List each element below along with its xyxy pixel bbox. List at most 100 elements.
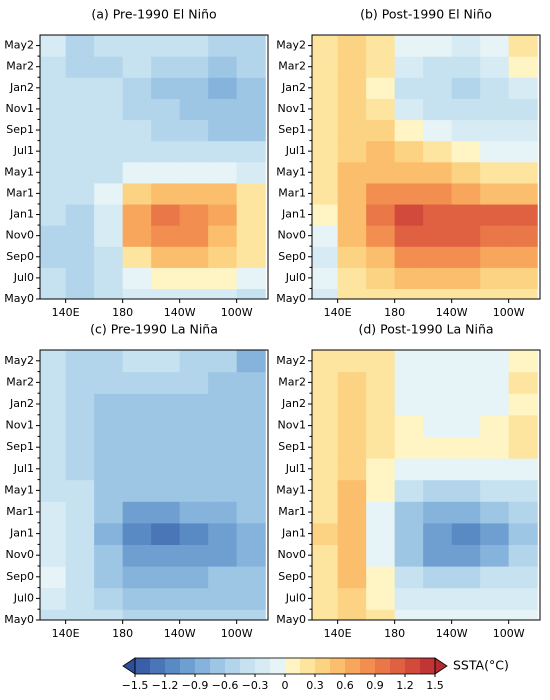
cell — [94, 371, 124, 394]
cell — [312, 566, 339, 589]
cell — [337, 98, 367, 121]
cell — [65, 225, 95, 247]
cell — [366, 267, 396, 290]
cell — [40, 288, 67, 299]
colorbar-segment — [255, 658, 271, 674]
cell — [366, 98, 396, 121]
colorbar-tick-label: 1.2 — [396, 679, 414, 692]
cell — [394, 414, 424, 437]
field — [40, 350, 266, 620]
cell — [337, 544, 367, 567]
cell — [480, 77, 510, 99]
cell — [451, 161, 481, 184]
cell — [151, 288, 181, 299]
y-tick-label: Jan1 — [281, 527, 306, 540]
cell — [366, 246, 396, 268]
cell — [65, 393, 95, 416]
y-tick-label: Jul0 — [13, 271, 34, 284]
y-tick-label: Mar2 — [6, 375, 34, 388]
cell — [394, 609, 424, 620]
cell — [480, 566, 510, 589]
y-tick-label: Jul1 — [285, 462, 306, 475]
cell — [40, 246, 67, 268]
cell — [179, 267, 209, 290]
cell — [312, 203, 339, 226]
cell — [122, 414, 152, 437]
cell — [423, 479, 453, 502]
cell — [94, 35, 124, 57]
cell — [451, 35, 481, 57]
cell — [94, 288, 124, 299]
cell — [94, 98, 124, 121]
cell — [40, 393, 67, 416]
cell — [208, 77, 238, 99]
cell — [480, 182, 510, 205]
cell — [480, 246, 510, 268]
cell — [122, 182, 152, 205]
cell — [423, 609, 453, 620]
cell — [122, 522, 152, 545]
y-tick-label: Nov1 — [6, 419, 34, 432]
cell — [151, 501, 181, 524]
cell — [394, 522, 424, 545]
cell — [312, 544, 339, 567]
cell — [508, 566, 538, 589]
cell — [236, 35, 266, 57]
cell — [208, 182, 238, 205]
cell — [65, 587, 95, 610]
y-tick-label: Mar1 — [278, 186, 306, 199]
cell — [337, 140, 367, 163]
cell — [451, 436, 481, 459]
y-tick-label: May0 — [4, 292, 34, 305]
cell — [394, 350, 424, 373]
cell — [366, 371, 396, 394]
cell — [122, 436, 152, 459]
cell — [65, 288, 95, 299]
cell — [65, 182, 95, 205]
cell — [394, 161, 424, 184]
cell — [151, 414, 181, 437]
plot-frame — [311, 34, 541, 300]
cell — [94, 203, 124, 226]
cell — [312, 98, 339, 121]
cell — [423, 393, 453, 416]
cell — [40, 522, 67, 545]
cell — [451, 393, 481, 416]
colorbar-tick-label: −0.6 — [212, 679, 239, 692]
cell — [40, 182, 67, 205]
cell — [65, 77, 95, 99]
cell — [236, 267, 266, 290]
colorbar-label: SSTA(°C) — [453, 658, 509, 673]
cell — [208, 350, 238, 373]
cell — [40, 501, 67, 524]
x-tick-label: 100W — [221, 306, 253, 319]
cell — [423, 522, 453, 545]
cell — [508, 587, 538, 610]
colorbar-segment — [315, 658, 331, 674]
cell — [208, 267, 238, 290]
cell — [480, 288, 510, 299]
cell — [236, 98, 266, 121]
cell — [151, 140, 181, 163]
cell — [366, 119, 396, 142]
x-tick-label: 100W — [493, 306, 525, 319]
cell — [179, 566, 209, 589]
cell — [480, 436, 510, 459]
cell — [179, 458, 209, 481]
cell — [337, 393, 367, 416]
x-tick-label: 180 — [112, 627, 133, 640]
y-tick-label: May0 — [276, 292, 306, 305]
cell — [208, 544, 238, 567]
cell — [366, 35, 396, 57]
cell — [366, 458, 396, 481]
cell — [337, 371, 367, 394]
x-tick-label: 140E — [324, 627, 352, 640]
cell — [451, 522, 481, 545]
cell — [366, 436, 396, 459]
cell — [236, 501, 266, 524]
cell — [423, 371, 453, 394]
cell — [394, 77, 424, 99]
cell — [208, 414, 238, 437]
cell — [312, 56, 339, 78]
cell — [508, 609, 538, 620]
